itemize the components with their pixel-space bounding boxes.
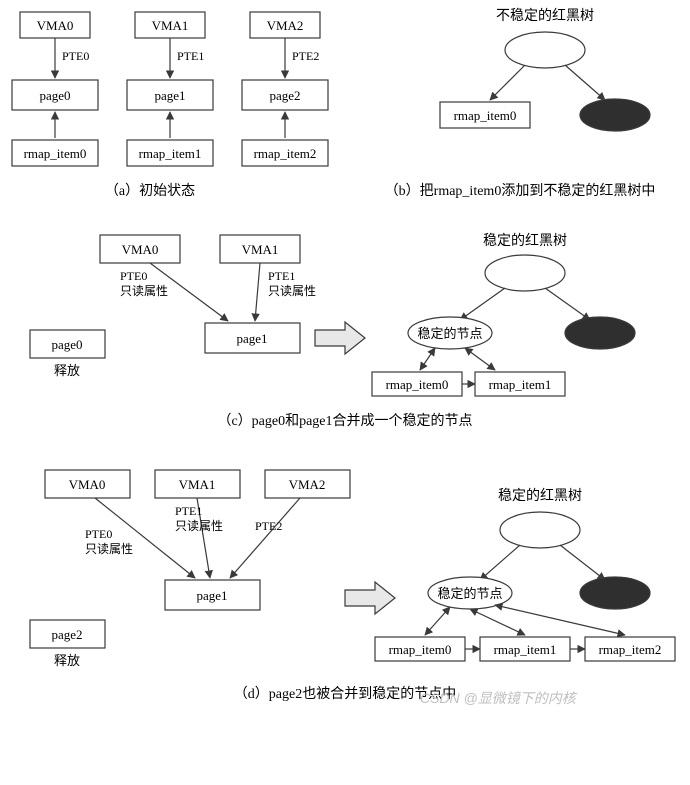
dark-node bbox=[565, 317, 635, 349]
vma-label: VMA1 bbox=[152, 18, 189, 33]
rmap-label: rmap_item1 bbox=[139, 146, 202, 161]
freed-text: 释放 bbox=[54, 653, 80, 668]
pte-note: 只读属性 bbox=[120, 284, 168, 298]
tree-edge bbox=[460, 288, 505, 320]
tree-title: 稳定的红黑树 bbox=[483, 233, 567, 249]
vma-label: VMA1 bbox=[179, 477, 216, 492]
vma-label: VMA0 bbox=[69, 477, 106, 492]
vma-label: VMA2 bbox=[289, 477, 326, 492]
pte-label: PTE2 bbox=[255, 519, 282, 533]
freed-label: page2 bbox=[51, 627, 82, 642]
vma-label: VMA1 bbox=[242, 242, 279, 257]
pte-label: PTE2 bbox=[292, 49, 319, 63]
rmap-leaf-label: rmap_item0 bbox=[454, 108, 517, 123]
tree-edge bbox=[480, 545, 520, 580]
pte-arrow bbox=[230, 498, 300, 578]
root-node bbox=[500, 512, 580, 548]
pte-label: PTE0 bbox=[85, 527, 112, 541]
vma-label: VMA0 bbox=[37, 18, 74, 33]
page-label: page1 bbox=[236, 331, 267, 346]
panel-a-caption: （a）初始状态 bbox=[105, 182, 195, 199]
rmap-label: rmap_item0 bbox=[386, 377, 449, 392]
vma-label: VMA2 bbox=[267, 18, 304, 33]
rmap-label: rmap_item1 bbox=[494, 642, 557, 657]
rmap-label: rmap_item0 bbox=[24, 146, 87, 161]
big-arrow-icon bbox=[345, 582, 395, 614]
pte-label: PTE1 bbox=[177, 49, 204, 63]
watermark-text: CSDN @显微镜下的内核 bbox=[420, 688, 576, 708]
page-label: page0 bbox=[39, 88, 70, 103]
bi-edge bbox=[470, 609, 525, 635]
rmap-label: rmap_item2 bbox=[254, 146, 317, 161]
panel-b: 不稳定的红黑树 rmap_item0 （b）把rmap_item0添加到不稳定的… bbox=[385, 8, 656, 199]
col-1: VMA1 PTE1 page1 rmap_item1 bbox=[127, 12, 213, 166]
root-node bbox=[505, 32, 585, 68]
dark-node bbox=[580, 577, 650, 609]
pte-note: 只读属性 bbox=[175, 519, 223, 533]
panel-d: VMA0 VMA1 VMA2 page1 PTE0 只读属性 PTE1 只读属性… bbox=[30, 470, 675, 702]
pte-label: PTE0 bbox=[120, 269, 147, 283]
panel-a: VMA0 PTE0 page0 rmap_item0 VMA1 PTE1 pag… bbox=[12, 12, 328, 199]
page-label: page2 bbox=[269, 88, 300, 103]
freed-text: 释放 bbox=[54, 363, 80, 378]
page-label: page1 bbox=[154, 88, 185, 103]
rmap-label: rmap_item1 bbox=[489, 377, 552, 392]
rmap-label: rmap_item2 bbox=[599, 642, 662, 657]
pte-label: PTE0 bbox=[62, 49, 89, 63]
panel-c: VMA0 VMA1 page1 PTE0 只读属性 PTE1 只读属性 page… bbox=[30, 233, 635, 429]
tree-edge bbox=[545, 288, 590, 320]
bi-edge bbox=[465, 348, 495, 370]
bi-edge bbox=[425, 607, 450, 635]
tree-title: 稳定的红黑树 bbox=[498, 488, 582, 504]
root-node bbox=[485, 255, 565, 291]
tree-edge bbox=[565, 65, 605, 100]
pte-label: PTE1 bbox=[175, 504, 202, 518]
dark-node bbox=[580, 99, 650, 131]
pte-label: PTE1 bbox=[268, 269, 295, 283]
page-label: page1 bbox=[196, 588, 227, 603]
col-0: VMA0 PTE0 page0 rmap_item0 bbox=[12, 12, 98, 166]
panel-c-caption: （c）page0和page1合并成一个稳定的节点 bbox=[217, 413, 472, 429]
rmap-label: rmap_item0 bbox=[389, 642, 452, 657]
panel-b-caption: （b）把rmap_item0添加到不稳定的红黑树中 bbox=[385, 183, 656, 199]
tree-title: 不稳定的红黑树 bbox=[496, 8, 594, 24]
bi-edge bbox=[420, 348, 435, 370]
tree-edge bbox=[490, 65, 525, 100]
diagram-root: VMA0 PTE0 page0 rmap_item0 VMA1 PTE1 pag… bbox=[0, 0, 690, 785]
vma-label: VMA0 bbox=[122, 242, 159, 257]
stable-node-label: 稳定的节点 bbox=[437, 586, 502, 601]
col-2: VMA2 PTE2 page2 rmap_item2 bbox=[242, 12, 328, 166]
freed-label: page0 bbox=[51, 337, 82, 352]
stable-node-label: 稳定的节点 bbox=[417, 326, 482, 341]
pte-note: 只读属性 bbox=[268, 284, 316, 298]
pte-arrow bbox=[255, 263, 260, 321]
tree-edge bbox=[560, 545, 605, 580]
big-arrow-icon bbox=[315, 322, 365, 354]
pte-note: 只读属性 bbox=[85, 542, 133, 556]
